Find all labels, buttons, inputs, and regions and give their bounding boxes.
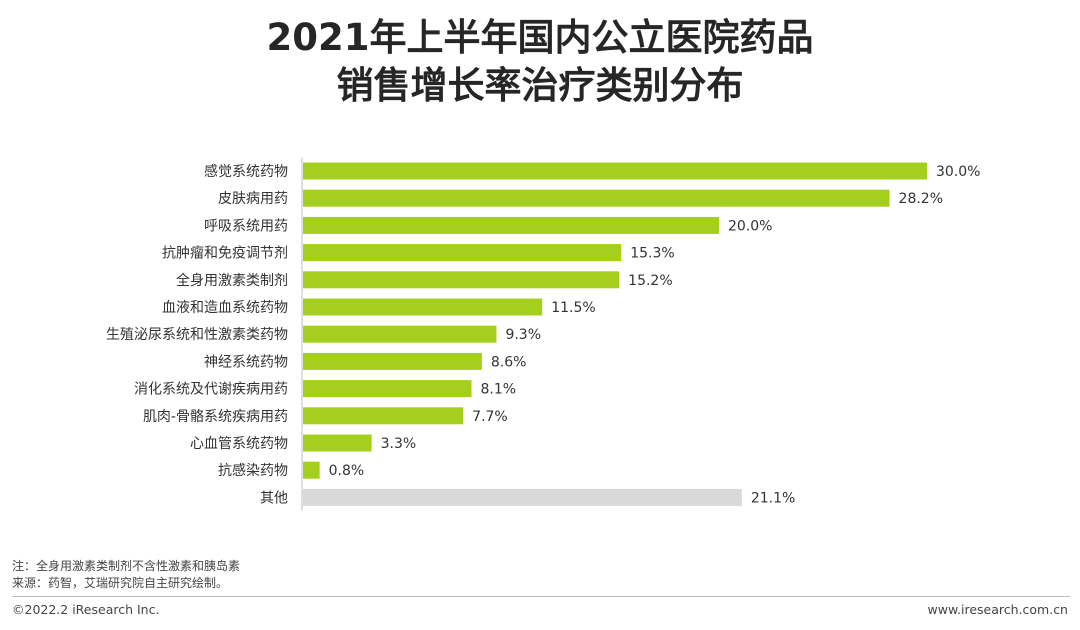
- chart-title: 2021年上半年国内公立医院药品 销售增长率治疗类别分布: [0, 14, 1080, 110]
- footnote: 注：全身用激素类制剂不含性激素和胰岛素: [12, 559, 241, 573]
- value-label: 11.5%: [551, 300, 595, 316]
- category-label: 其他: [260, 490, 288, 506]
- category-label: 呼吸系统用药: [204, 218, 288, 234]
- value-label: 15.2%: [628, 273, 672, 289]
- source-note: 来源：药智，艾瑞研究院自主研究绘制。: [12, 576, 229, 590]
- bar: [303, 407, 464, 425]
- bar: [303, 244, 622, 262]
- value-label: 8.1%: [480, 382, 516, 398]
- value-label: 21.1%: [751, 490, 795, 506]
- category-label: 肌肉-骨骼系统疾病用药: [143, 409, 288, 425]
- value-label: 20.0%: [728, 218, 772, 234]
- value-label: 15.3%: [630, 246, 674, 262]
- category-label: 神经系统药物: [204, 354, 288, 370]
- value-label: 8.6%: [491, 354, 527, 370]
- chart-title-line2: 销售增长率治疗类别分布: [336, 64, 744, 107]
- bar: [303, 189, 890, 207]
- bar: [303, 380, 472, 398]
- bar: [303, 216, 719, 234]
- footer-divider: [12, 596, 1070, 597]
- category-label: 生殖泌尿系统和性激素类药物: [106, 326, 288, 343]
- value-label: 30.0%: [936, 164, 980, 180]
- category-label: 抗感染药物: [218, 462, 288, 479]
- category-label: 消化系统及代谢疾病用药: [134, 382, 288, 398]
- value-label: 9.3%: [505, 327, 541, 343]
- chart-title-line1: 2021年上半年国内公立医院药品: [266, 16, 814, 59]
- value-label: 3.3%: [381, 436, 417, 452]
- bar: [303, 298, 543, 316]
- value-label: 7.7%: [472, 409, 508, 425]
- value-label: 28.2%: [899, 191, 943, 207]
- category-label: 感觉系统药物: [204, 163, 288, 180]
- bar: [303, 162, 927, 180]
- website-link: www.iresearch.com.cn: [927, 602, 1069, 617]
- category-label: 全身用激素类制剂: [176, 272, 288, 289]
- bar: [303, 352, 482, 370]
- category-label: 心血管系统药物: [190, 436, 288, 452]
- copyright: ©2022.2 iResearch Inc.: [12, 602, 160, 617]
- bar: [303, 271, 620, 289]
- category-label: 血液和造血系统药物: [162, 300, 288, 316]
- category-label: 皮肤病用药: [218, 191, 288, 207]
- category-label: 抗肿瘤和免疫调节剂: [162, 245, 288, 262]
- bar: [303, 461, 320, 479]
- bar-chart: 感觉系统药物 30.0% 皮肤病用药 28.2% 呼吸系统用药 20.0% 抗肿瘤和免疫调节…: [106, 157, 980, 511]
- bar: [303, 434, 372, 452]
- bar: [303, 325, 497, 343]
- value-label: 0.8%: [329, 463, 365, 479]
- notes: 注：全身用激素类制剂不含性激素和胰岛素 来源：药智，艾瑞研究院自主研究绘制。: [12, 558, 240, 592]
- bar: [303, 488, 742, 506]
